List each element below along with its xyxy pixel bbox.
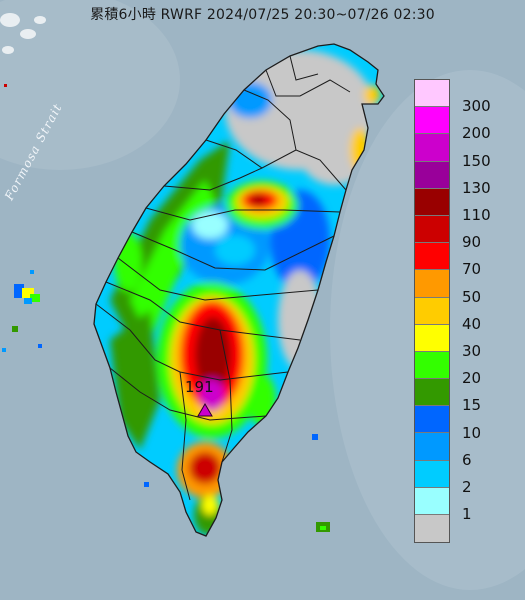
legend-swatch	[415, 433, 449, 461]
legend-swatch	[415, 188, 449, 216]
legend-swatch	[415, 297, 449, 325]
triangle-marker-icon	[197, 403, 213, 417]
legend-label: 1	[462, 505, 472, 524]
sea-shade	[0, 0, 180, 170]
legend-swatch	[415, 215, 449, 244]
county-borders	[93, 43, 385, 537]
legend-swatch	[415, 161, 449, 189]
legend-swatch	[415, 406, 449, 434]
legend-swatch	[415, 324, 449, 352]
legend-label: 40	[462, 314, 482, 333]
legend-swatch	[415, 379, 449, 407]
islets	[144, 434, 330, 532]
legend-label: 6	[462, 450, 472, 469]
peak-value: 191	[185, 378, 214, 396]
legend-swatch	[415, 80, 449, 108]
legend-swatch	[415, 351, 449, 380]
legend-label: 110	[462, 206, 491, 224]
legend-swatch	[415, 515, 449, 543]
legend-label: 15	[462, 396, 482, 415]
legend-label: 70	[462, 260, 482, 279]
legend-swatch	[415, 243, 449, 271]
legend-swatch	[415, 487, 449, 515]
legend-label: 20	[462, 369, 482, 388]
legend-swatch	[415, 460, 449, 488]
legend-label: 50	[462, 287, 482, 306]
legend-swatch	[415, 107, 449, 135]
legend-label: 10	[462, 423, 482, 442]
legend-swatch	[415, 270, 449, 298]
legend-label: 150	[462, 151, 491, 170]
color-legend	[414, 79, 450, 544]
legend-label: 2	[462, 478, 472, 496]
legend-label: 200	[462, 124, 491, 143]
legend-label: 130	[462, 178, 491, 197]
legend-label: 30	[462, 342, 482, 360]
offshore-rain-cells	[2, 84, 42, 352]
legend-swatch	[415, 134, 449, 162]
legend-label: 300	[462, 97, 491, 116]
map-title: 累積6小時 RWRF 2024/07/25 20:30~07/26 02:30	[90, 7, 435, 23]
legend-label: 90	[462, 233, 482, 252]
cloud-speckles	[0, 13, 46, 54]
